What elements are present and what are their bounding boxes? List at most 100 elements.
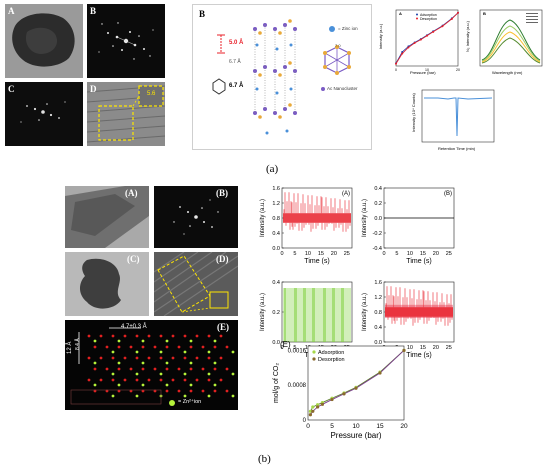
co2-plot: 0 0.0008 0.0016 0 5 10 15 20 Pressure (bar) mol/g… [270,340,410,444]
lattice-zn-dot [135,350,139,354]
time-plot-xtick: 5 [395,251,398,257]
distance-1: 5.0 Å [229,40,244,46]
time-plot-xtick: 0 [382,251,385,257]
lattice-red-dot [105,345,109,349]
panel-label-A: A [8,6,15,16]
lattice-zn-dot [165,361,169,365]
time-plot-xtick: 20 [331,251,337,257]
lattice-zn-dot [135,372,139,376]
mini-a-point [419,38,422,41]
co2-point [308,413,312,417]
time-plot-xlabel: Time (s) [406,352,431,359]
lattice-red-dot [141,345,145,349]
time-plot-ytick: 0.8 [272,216,280,222]
lattice-zn-dot [111,394,115,398]
lattice-zn-dot [111,372,115,376]
lattice-red-dot [189,367,193,371]
co2-panel-label: (E) [280,340,291,349]
tem-b-label-D: (D) [216,254,229,264]
lattice-zn-dot [189,339,193,343]
lattice-red-dot [177,389,181,393]
lattice-red-dot [129,345,133,349]
lattice-zn-dot [93,383,97,387]
lattice-red-dot [171,334,175,338]
caption-b: (b) [258,453,271,465]
time-plot-xtick: 25 [446,345,452,351]
lattice-zn-dot [207,372,211,376]
time-plot-ytick: 1.2 [374,295,382,301]
lattice-zn-dot [189,383,193,387]
time-plot-ytick: 1.6 [272,186,280,192]
lattice-zn-dot [183,350,187,354]
lattice-red-dot [117,345,121,349]
lattice-red-dot [147,334,151,338]
co2-xtick: 0 [306,423,310,430]
lattice-red-dot [177,367,181,371]
co2-ytick: 0.0008 [288,383,307,389]
lattice-red-dot [219,356,223,360]
time-plot-ytick: 0.0 [374,340,382,346]
time-plot-ytick: 0.0 [272,340,280,346]
time-plot-ytick: 0.4 [272,231,280,237]
time-plot-ylabel: Intensity (a.u.) [260,293,266,331]
time-plot-xtick: 25 [446,251,452,257]
mini-a-point [407,46,410,49]
mini-a-point [401,51,404,53]
structure-label: B [199,9,206,19]
tem-b-label-E: (E) [217,322,229,332]
lattice-zn-dot [111,350,115,354]
lattice-red-dot [153,367,157,371]
lattice-fringes [87,82,165,146]
lattice-red-dot [177,345,181,349]
co2-point [342,392,346,396]
lattice-zn-dot [207,394,211,398]
co2-point [402,348,406,352]
lattice-red-dot [147,356,151,360]
time-plot-xtick: 25 [344,251,350,257]
lattice-red-dot [201,367,205,371]
lattice-red-dot [201,389,205,393]
co2-point [308,409,312,413]
time-plot-ytick: -0.4 [373,246,382,252]
diffraction-dots [98,22,154,60]
time-plot-noise-band [283,213,351,223]
lattice-red-dot [225,367,229,371]
time-plots-grid: 0.0 0.4 0.8 1.2 1.6 0 5 10 15 20 25 Time (s) Intensi… [258,184,458,380]
saed-image-c: C [5,82,83,146]
panel-label-C: C [8,84,15,94]
co2-ylabel: mol/g of CO₂ [273,363,280,403]
time-plot-ylabel: Intensity (a.u.) [260,199,266,237]
time-plot-xlabel: Time (s) [304,258,329,265]
lattice-red-dot [87,334,91,338]
inset-spacing: 5.6 [147,91,156,97]
mini-plot-b-xlabel: Wavelength (nm) [492,70,523,75]
time-plot-ytick: 0.2 [272,310,280,316]
co2-legend-marker [312,350,316,354]
tem-particle [5,4,83,78]
lattice-red-dot [87,356,91,360]
time-plot-xtick: 20 [433,345,439,351]
lattice-red-dot [153,345,157,349]
tem-b-D-svg [154,252,238,316]
lattice-red-dot [195,356,199,360]
tem-b-label-B: (B) [216,188,228,198]
lattice-red-dot [183,334,187,338]
lattice-red-dot [219,378,223,382]
lattice-zn-dot [231,372,235,376]
lattice-dim-8: 8.4 Å [75,338,81,350]
mini-plot-b-ylabel: N₂ Intensity (a.u.) [464,21,470,52]
mini-plot-c-svg [421,89,495,143]
lattice-red-dot [195,378,199,382]
structure-drawing [212,19,351,135]
lattice-red-dot [123,334,127,338]
lattice-red-dot [111,356,115,360]
lattice-red-dot [105,367,109,371]
time-plot-ytick: 0.4 [272,280,280,286]
lattice-red-dot [141,367,145,371]
co2-point [316,405,320,409]
time-plots-svg: 0.0 0.4 0.8 1.2 1.6 0 5 10 15 20 25 Time (s) Intensi… [260,186,455,359]
co2-xtick: 20 [400,423,408,430]
lattice-zn-dot [165,339,169,343]
lattice-red-dot [201,345,205,349]
mini-a-legend-marker [416,17,418,20]
